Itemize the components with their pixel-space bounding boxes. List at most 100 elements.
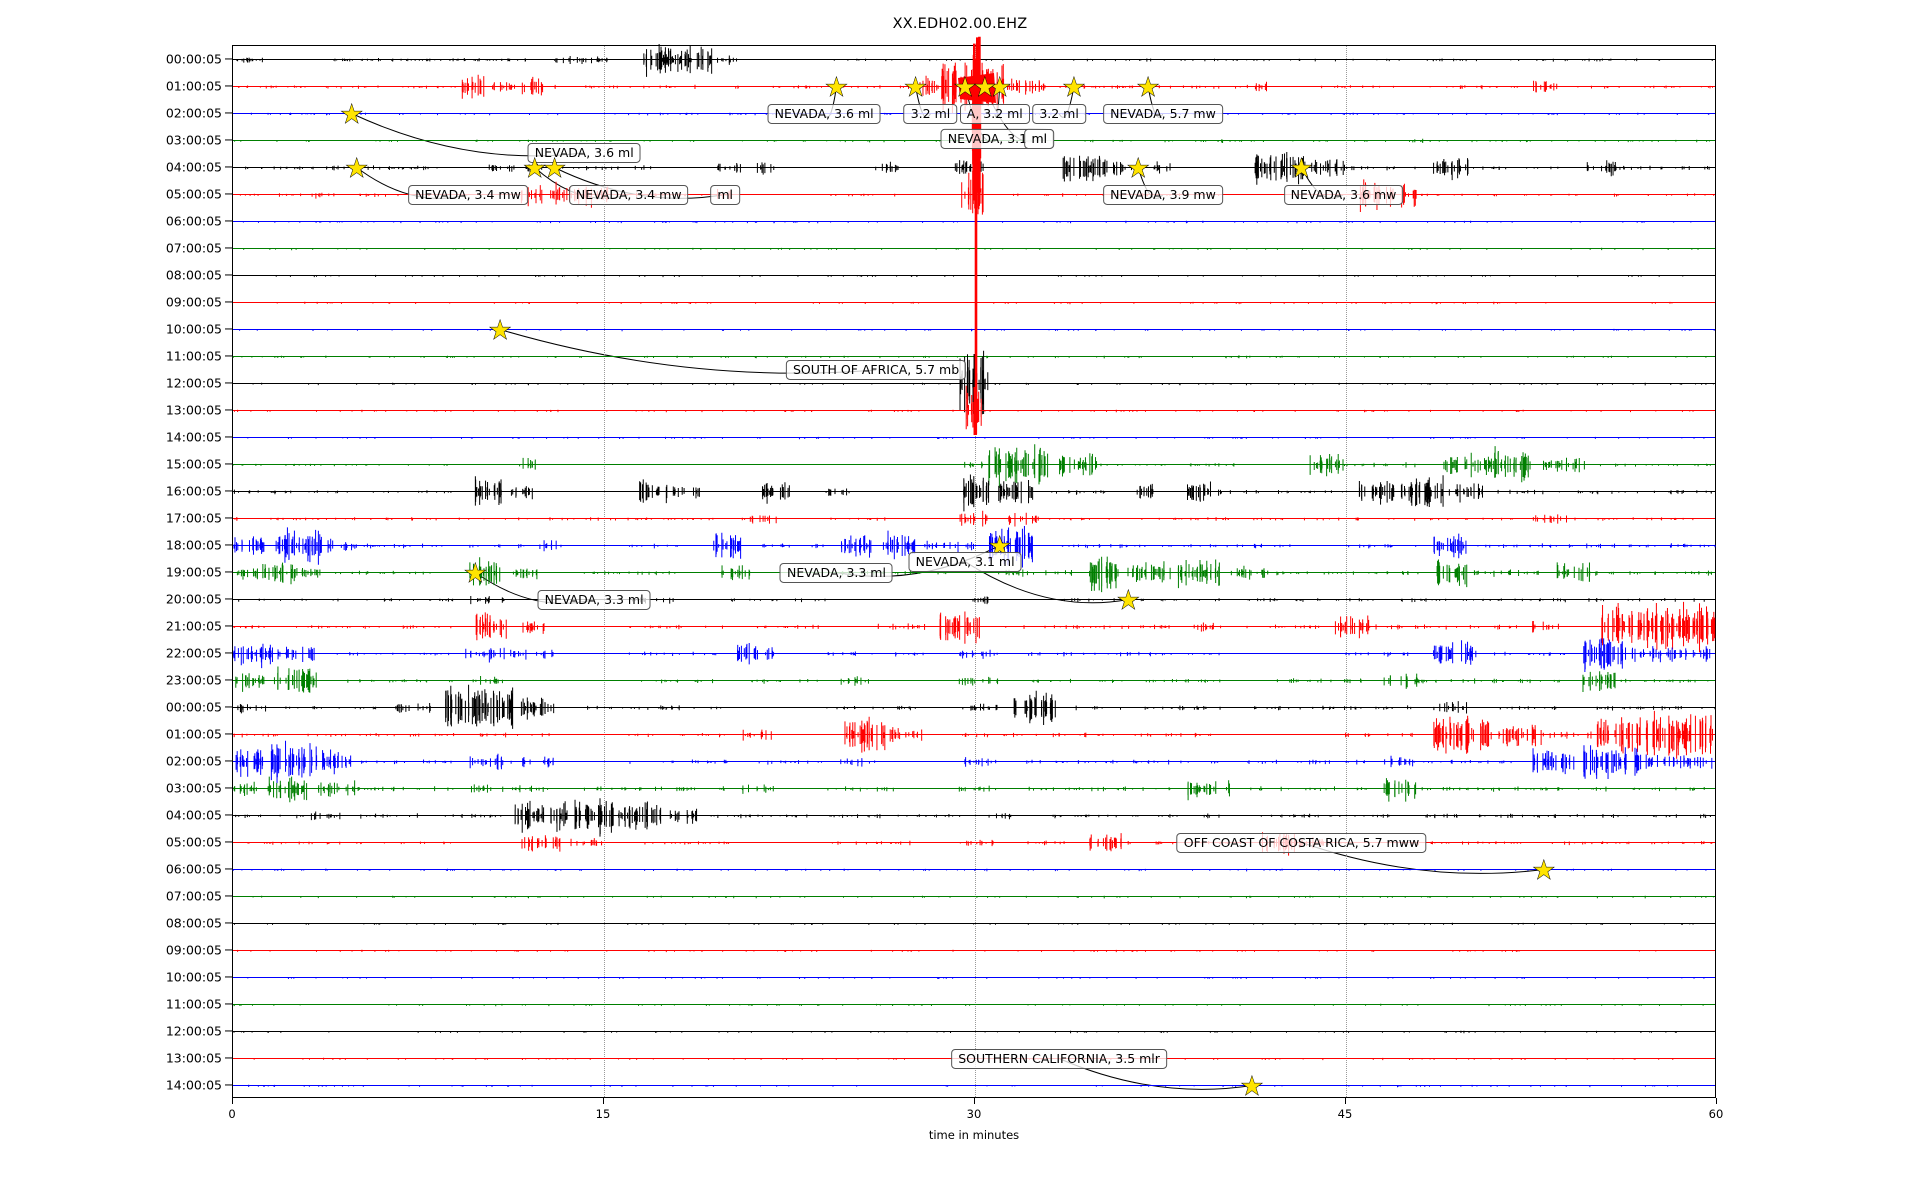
y-axis-tick-label: 00:00:05 [165, 51, 222, 66]
trace-baseline [233, 301, 1715, 304]
event-star-marker[interactable]: ★ [904, 72, 927, 101]
event-annotation-label[interactable]: NEVADA, 3.6 mw [1283, 184, 1404, 205]
y-axis-tick-label: 05:00:05 [165, 186, 222, 201]
x-axis-tick-label: 0 [228, 1107, 236, 1121]
event-annotation-label[interactable]: SOUTHERN CALIFORNIA, 3.5 mlr [951, 1048, 1167, 1069]
trace-waveform [233, 670, 1715, 800]
trace-baseline [233, 247, 1715, 250]
trace-waveform [233, 805, 1715, 935]
trace-waveform [233, 211, 1715, 341]
event-star-marker[interactable]: ★ [1127, 153, 1150, 182]
y-axis-tick-mark [225, 705, 232, 708]
y-axis-tick-label: 07:00:05 [165, 888, 222, 903]
event-star-marker[interactable]: ★ [973, 72, 997, 101]
trace-baseline [233, 220, 1715, 223]
event-annotation-label[interactable]: ml [1024, 129, 1055, 150]
y-axis-tick-label: 04:00:05 [165, 159, 222, 174]
trace-baseline [233, 841, 1715, 844]
event-star-marker[interactable]: ★ [1290, 153, 1313, 182]
event-star-marker[interactable]: ★ [1117, 585, 1140, 614]
event-star-marker[interactable]: ★ [345, 153, 368, 182]
event-annotation-label[interactable]: 3.2 ml [1032, 103, 1086, 124]
y-axis-tick-label: 10:00:05 [165, 321, 222, 336]
event-annotation-label[interactable]: NEVADA, 3.9 mw [1103, 184, 1223, 205]
trace-waveform [233, 346, 1715, 476]
y-axis-tick-label: 13:00:05 [165, 402, 222, 417]
y-axis-tick-label: 20:00:05 [165, 591, 222, 606]
event-star-marker[interactable]: ★ [340, 99, 363, 128]
event-annotation-label[interactable]: NEVADA, 3.4 mw [568, 184, 689, 205]
event-star-marker[interactable]: ★ [464, 558, 487, 587]
y-axis-tick-label: 18:00:05 [165, 537, 222, 552]
event-star-marker[interactable]: ★ [1062, 72, 1086, 101]
trace-waveform [233, 859, 1715, 989]
trace-baseline [233, 895, 1715, 898]
event-star-marker[interactable]: ★ [523, 153, 546, 182]
y-axis-tick-label: 06:00:05 [165, 861, 222, 876]
y-axis-tick-mark [225, 246, 232, 249]
event-star-marker[interactable]: ★ [1532, 855, 1556, 884]
x-axis-tick-label: 15 [595, 1107, 611, 1121]
trace-waveform [233, 913, 1715, 1043]
x-axis-tick-label: 30 [966, 1107, 982, 1121]
y-axis-tick-label: 04:00:05 [165, 807, 222, 822]
event-star-marker[interactable]: ★ [953, 72, 977, 101]
plot-axes: ★ NEVADA, 3.6 ml ★ NEVADA, 3.6 ml ★ 3.2 ml ★ A,… [232, 36, 1716, 1100]
event-annotation-label[interactable]: NEVADA, 3.1 ml [908, 551, 1022, 572]
event-annotation-label[interactable]: NEVADA, 3.3 ml [780, 562, 893, 583]
y-axis-tick-label: 02:00:05 [165, 753, 222, 768]
y-axis-tick-label: 16:00:05 [165, 483, 222, 498]
event-star-marker[interactable]: ★ [488, 315, 512, 344]
trace-waveform [233, 508, 1715, 638]
event-annotation-label[interactable]: NEVADA, 3.4 mw [408, 184, 528, 205]
y-axis-tick-mark [225, 57, 232, 60]
trace-baseline [233, 571, 1715, 574]
y-axis-tick-mark [225, 435, 232, 438]
event-annotation-label[interactable]: NEVADA, 3.6 ml [767, 103, 881, 124]
y-axis-tick-label: 00:00:05 [165, 699, 222, 714]
y-axis-tick-mark [225, 354, 232, 357]
trace-waveform [233, 751, 1715, 881]
event-star-marker[interactable]: ★ [988, 72, 1011, 101]
x-axis-tick-mark [1345, 1098, 1347, 1104]
y-axis-tick-label: 08:00:05 [165, 915, 222, 930]
x-axis-tick-label: 60 [1708, 1107, 1724, 1121]
y-axis-tick-mark [225, 1056, 232, 1059]
vertical-gridline [1346, 46, 1347, 1097]
x-axis-tick-label: 45 [1337, 1107, 1353, 1121]
y-axis-tick-mark [225, 813, 232, 816]
trace-waveform [233, 184, 1715, 314]
y-axis-tick-mark [225, 192, 232, 195]
event-annotation-label[interactable]: OFF COAST OF COSTA RICA, 5.7 mww [1176, 832, 1427, 853]
trace-waveform [233, 238, 1715, 368]
trace-waveform [233, 373, 1715, 503]
event-star-marker[interactable]: ★ [543, 153, 566, 182]
event-annotation-label[interactable]: A, 3.2 ml [959, 103, 1030, 124]
y-axis-tick-label: 12:00:05 [165, 1023, 222, 1038]
y-axis-tick-label: 10:00:05 [165, 969, 222, 984]
event-annotation-label[interactable]: ml [710, 184, 741, 205]
trace-baseline [233, 436, 1715, 439]
y-axis-tick-mark [225, 1002, 232, 1005]
event-annotation-label[interactable]: NEVADA, 3.3 ml [537, 589, 651, 610]
event-star-marker[interactable]: ★ [1136, 72, 1160, 101]
event-annotation-label[interactable]: SOUTH OF AFRICA, 5.7 mb [785, 359, 967, 381]
trace-waveform [233, 535, 1715, 665]
y-axis-tick-mark [225, 840, 232, 843]
trace-waveform [233, 616, 1715, 746]
trace-baseline [233, 274, 1715, 277]
event-star-marker[interactable]: ★ [825, 72, 848, 101]
event-annotation-label[interactable]: NEVADA, 3.6 ml [527, 142, 641, 163]
y-axis-tick-label: 11:00:05 [165, 996, 222, 1011]
annotation-leader-line [964, 561, 1129, 604]
y-axis-tick-mark [225, 111, 232, 114]
trace-waveform [233, 940, 1715, 1070]
trace-waveform [233, 967, 1715, 1097]
trace-baseline [233, 1030, 1715, 1033]
event-star-marker[interactable]: ★ [1240, 1071, 1264, 1100]
y-axis-tick-label: 14:00:05 [165, 429, 222, 444]
event-annotation-label[interactable]: 3.2 ml [903, 103, 958, 124]
y-axis-tick-mark [225, 597, 232, 600]
event-annotation-label[interactable]: NEVADA, 5.7 mw [1103, 103, 1223, 124]
trace-waveform [233, 886, 1715, 1016]
